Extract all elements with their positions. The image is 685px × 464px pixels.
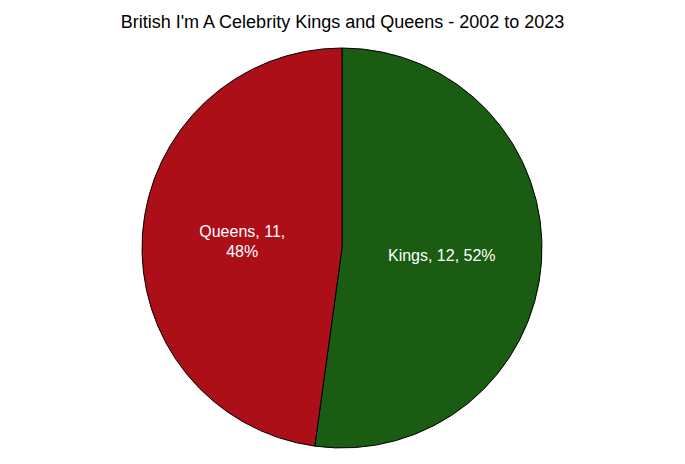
data-label-line: 48% <box>226 243 258 260</box>
chart-title: British I'm A Celebrity Kings and Queens… <box>121 12 565 32</box>
pie-slice <box>142 48 342 446</box>
data-label: Kings, 12, 52% <box>388 247 496 264</box>
data-label-line: Queens, 11, <box>199 223 285 240</box>
chart: British I'm A Celebrity Kings and Queens… <box>0 0 685 464</box>
background <box>0 0 685 464</box>
pie <box>142 48 542 448</box>
data-label: Queens, 11, 48% <box>199 223 285 260</box>
data-label-line: Kings, 12, 52% <box>388 247 496 264</box>
pie-slice <box>315 48 542 448</box>
